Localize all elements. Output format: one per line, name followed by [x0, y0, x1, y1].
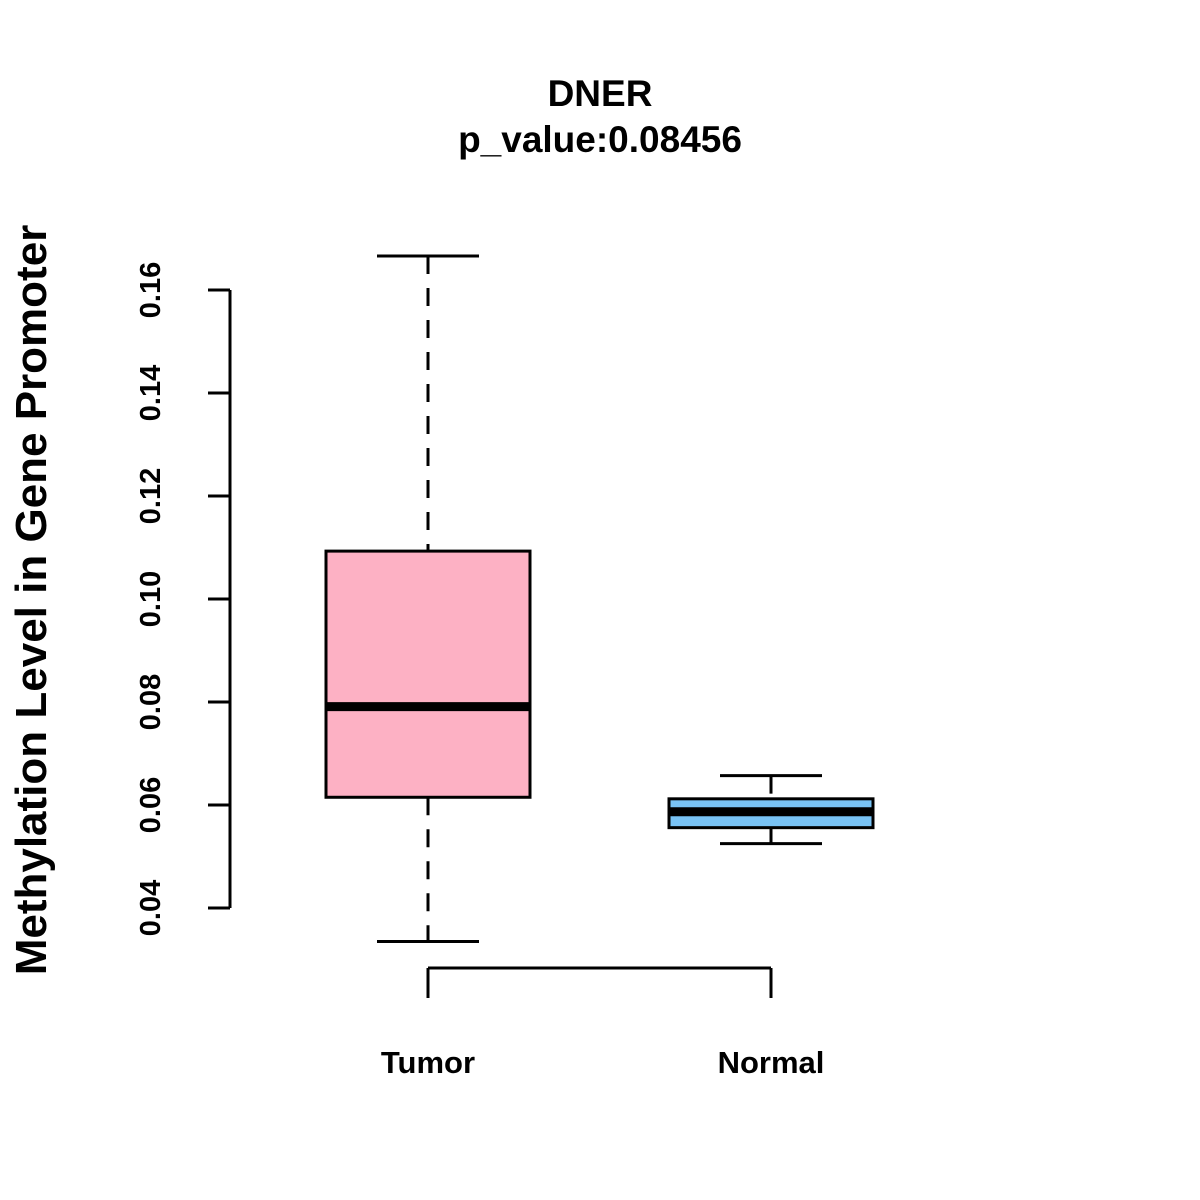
y-tick-label: 0.08 [135, 674, 167, 730]
y-tick-label: 0.16 [135, 262, 167, 318]
boxes-group [324, 254, 875, 943]
y-tick-label: 0.06 [135, 777, 167, 833]
y-axis: 0.04 0.06 0.08 0.10 0.12 0.14 0.16 [135, 262, 232, 936]
tumor-box [324, 549, 532, 799]
y-tick-label: 0.12 [135, 468, 167, 524]
x-tick-label-tumor: Tumor [381, 1045, 475, 1080]
y-axis-label: Methylation Level in Gene Promoter [7, 225, 56, 976]
chart-subtitle: p_value:0.08456 [458, 119, 742, 160]
y-tick-label: 0.04 [135, 880, 167, 936]
y-tick-label: 0.10 [135, 571, 167, 627]
x-tick-label-normal: Normal [718, 1045, 825, 1080]
chart-title: DNER [548, 73, 653, 114]
y-tick-label: 0.14 [135, 365, 167, 421]
x-axis: Tumor Normal [381, 966, 825, 1080]
